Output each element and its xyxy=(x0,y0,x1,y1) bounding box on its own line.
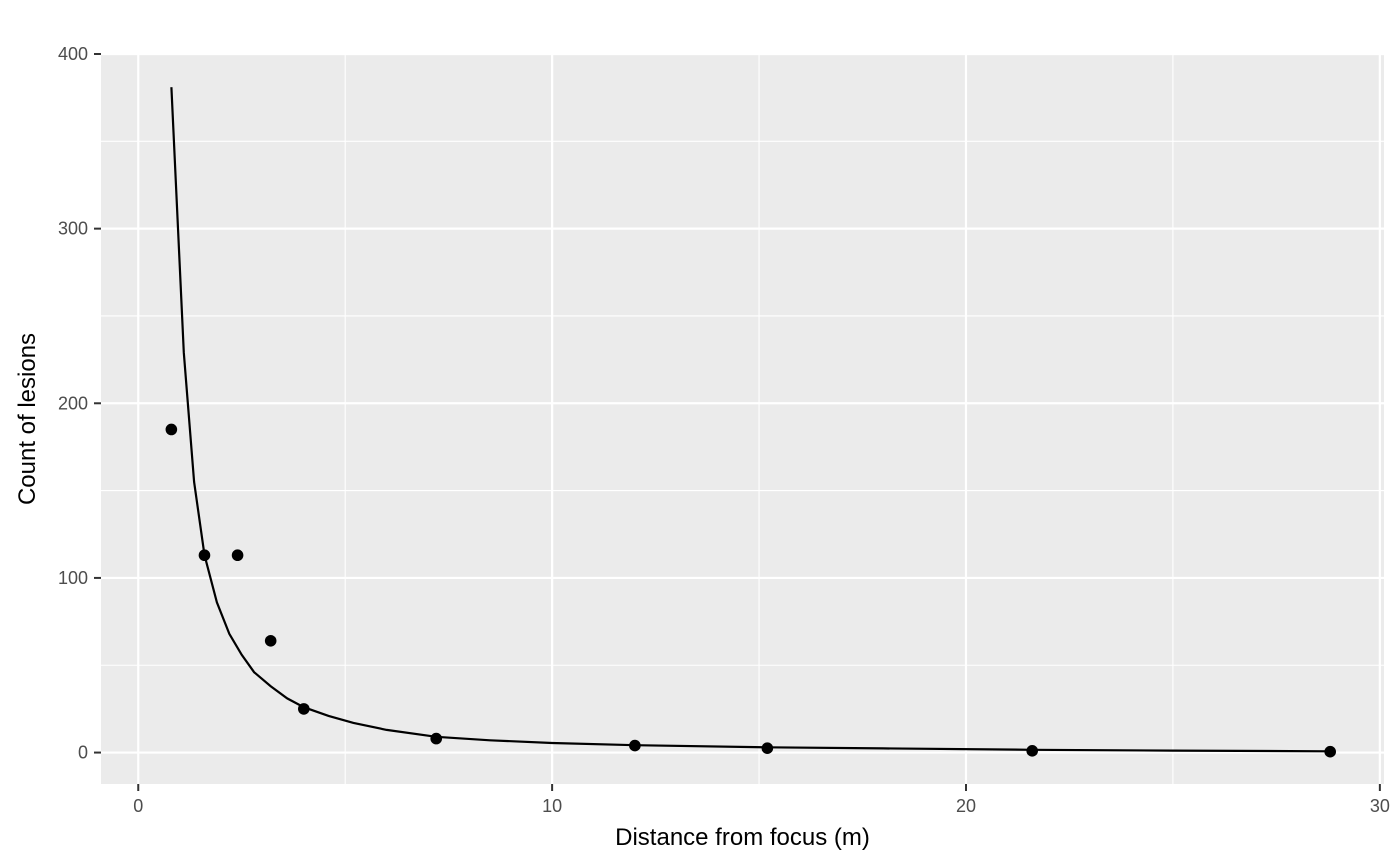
x-tick-label: 0 xyxy=(133,796,143,816)
data-point xyxy=(761,742,774,754)
y-tick-label: 0 xyxy=(78,743,88,763)
y-tick-label: 200 xyxy=(58,393,88,413)
major-gridlines xyxy=(101,52,1384,784)
minor-gridlines xyxy=(101,54,1384,784)
x-axis-ticks: 0 10 20 30 xyxy=(133,784,1390,816)
y-axis-ticks: 0 100 200 300 400 xyxy=(58,44,101,763)
data-point xyxy=(297,703,310,715)
x-axis-title: Distance from focus (m) xyxy=(615,824,870,851)
data-point xyxy=(198,549,211,562)
data-point xyxy=(430,732,443,745)
fitted-curve xyxy=(170,87,1331,753)
plot-panel xyxy=(101,54,1384,784)
x-tick-label: 10 xyxy=(542,796,562,816)
x-tick-label: 20 xyxy=(956,796,976,816)
data-point xyxy=(1026,745,1039,757)
y-tick-label: 100 xyxy=(58,568,88,588)
data-point xyxy=(165,423,178,436)
y-tick-label: 300 xyxy=(58,219,88,239)
data-point xyxy=(1324,745,1336,758)
x-tick-label: 30 xyxy=(1370,796,1390,816)
data-point xyxy=(629,739,641,752)
data-point xyxy=(264,634,277,647)
y-axis-title: Count of lesions xyxy=(14,333,41,505)
y-tick-label: 400 xyxy=(58,44,88,64)
data-point xyxy=(231,549,244,562)
data-points xyxy=(165,423,1336,758)
